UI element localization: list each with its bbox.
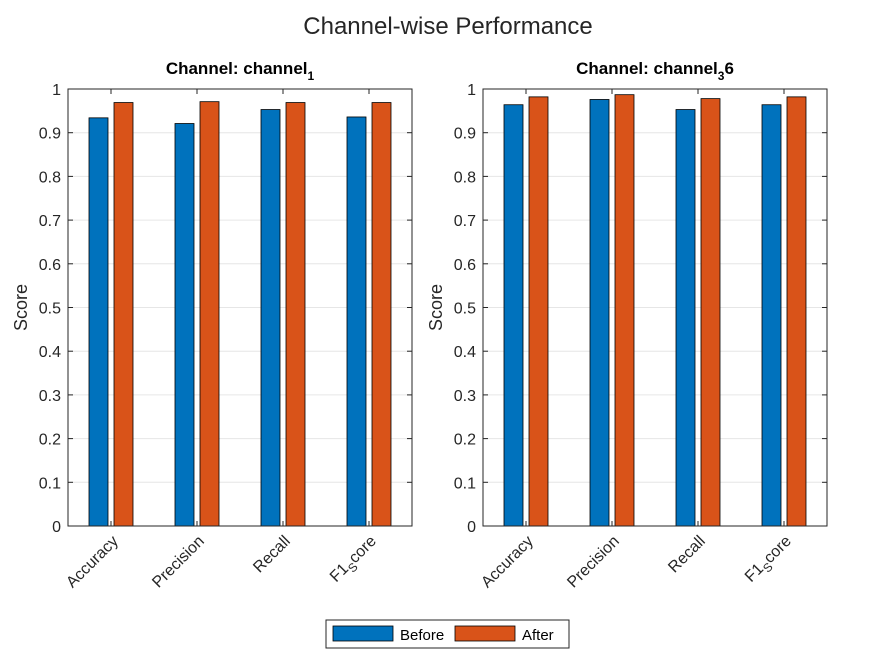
- panel-title-sub: 3: [718, 69, 725, 83]
- panel-title: Channel: channel1: [166, 59, 315, 83]
- y-tick-label: 0.7: [39, 213, 61, 230]
- x-tick-label: F1Score: [327, 533, 383, 589]
- y-tick-label: 0.3: [454, 388, 476, 405]
- legend: Before After: [325, 619, 570, 649]
- x-tick-label: Accuracy: [478, 533, 537, 592]
- bar-before-3: [260, 109, 281, 527]
- y-tick-label: 0.1: [454, 475, 476, 492]
- y-tick-label: 0.4: [454, 344, 476, 361]
- x-tick-label: F1Score: [742, 533, 798, 589]
- legend-swatch-before: [332, 625, 394, 642]
- bar-before-1: [503, 104, 524, 527]
- y-tick-label: 0.1: [39, 475, 61, 492]
- y-tick-label: 1: [467, 82, 476, 99]
- y-tick-label: 0.9: [454, 126, 476, 143]
- panel-title-sub: 1: [308, 69, 315, 83]
- bar-after-2: [614, 94, 635, 527]
- bar-before-4: [346, 116, 367, 527]
- chart-panel-1: 0 0.1 0.2 0.3 0.4 0.5 0.6 0.7 0.8 0.9 1 Accuracy Pre…: [11, 59, 413, 592]
- x-tick-label: Precision: [149, 533, 208, 592]
- y-tick-label: 0.2: [454, 432, 476, 449]
- x-tick-label-main: Precision: [149, 533, 208, 592]
- panel-title-main: Channel: channel: [576, 59, 718, 78]
- bar-after-4: [786, 96, 807, 527]
- bar-after-4: [371, 102, 392, 527]
- y-axis-label: Score: [11, 284, 31, 331]
- y-tick-label: 0.8: [454, 169, 476, 186]
- y-tick-label: 0: [52, 519, 61, 536]
- x-tick-label-main: Accuracy: [478, 533, 537, 592]
- x-tick-label-main: Recall: [250, 533, 293, 576]
- y-tick-label: 0.3: [39, 388, 61, 405]
- axes-box: [67, 88, 413, 527]
- y-tick-label: 0: [467, 519, 476, 536]
- panel-title: Channel: channel36: [576, 59, 734, 83]
- chart-panel-2: 0 0.1 0.2 0.3 0.4 0.5 0.6 0.7 0.8 0.9 1 Accuracy Pre…: [426, 59, 828, 592]
- bar-after-1: [113, 102, 134, 527]
- bar-before-4: [761, 104, 782, 527]
- y-tick-label: 0.2: [39, 432, 61, 449]
- y-tick-label: 0.5: [39, 301, 61, 318]
- y-tick-label: 0.8: [39, 169, 61, 186]
- panel-title-main: Channel: channel: [166, 59, 308, 78]
- y-tick-label: 0.6: [454, 257, 476, 274]
- bar-after-1: [528, 96, 549, 527]
- y-axis-label: Score: [426, 284, 446, 331]
- y-tick-label: 0.6: [39, 257, 61, 274]
- x-tick-label-main: Accuracy: [63, 533, 122, 592]
- y-tick-label: 1: [52, 82, 61, 99]
- axes-box: [482, 88, 828, 527]
- bar-after-3: [285, 102, 306, 527]
- panel-title-tail: 6: [724, 59, 733, 78]
- bar-after-2: [199, 101, 220, 527]
- figure-title: Channel-wise Performance: [303, 13, 592, 40]
- x-tick-label: Precision: [564, 533, 623, 592]
- y-tick-label: 0.9: [39, 126, 61, 143]
- x-tick-label: Recall: [250, 533, 293, 576]
- bar-before-1: [88, 117, 109, 527]
- y-tick-label: 0.5: [454, 301, 476, 318]
- chart-panels: 0 0.1 0.2 0.3 0.4 0.5 0.6 0.7 0.8 0.9 1 Accuracy Pre…: [11, 59, 828, 592]
- x-tick-label-main: Precision: [564, 533, 623, 592]
- bar-before-2: [174, 123, 195, 527]
- bar-before-3: [675, 109, 696, 527]
- legend-swatch-after: [454, 625, 516, 642]
- bar-after-3: [700, 98, 721, 527]
- y-tick-label: 0.4: [39, 344, 61, 361]
- legend-label-before: Before: [400, 627, 444, 644]
- x-tick-label: Recall: [665, 533, 708, 576]
- legend-label-after: After: [522, 627, 554, 644]
- x-tick-label-main: Recall: [665, 533, 708, 576]
- bar-before-2: [589, 99, 610, 527]
- y-tick-label: 0.7: [454, 213, 476, 230]
- x-tick-label: Accuracy: [63, 533, 122, 592]
